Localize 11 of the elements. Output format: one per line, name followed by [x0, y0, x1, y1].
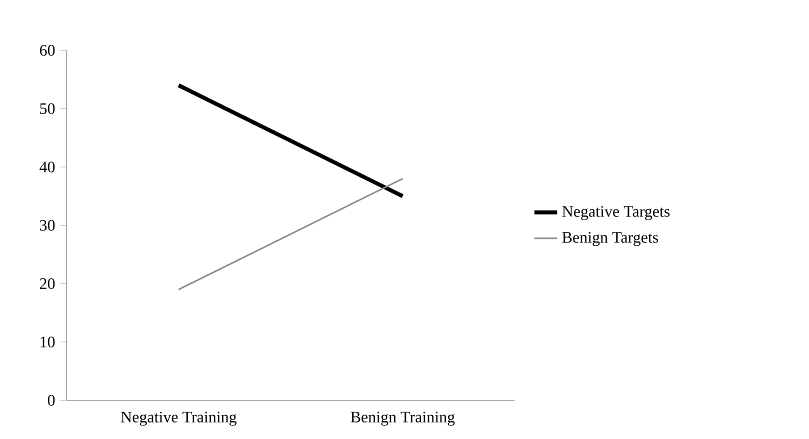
y-tick-label: 20	[40, 278, 55, 290]
legend-label: Benign Targets	[562, 232, 658, 246]
x-tick-label: Benign Training	[350, 412, 455, 426]
y-tick-label: 0	[48, 394, 55, 406]
y-tick-label: 10	[40, 336, 55, 348]
y-tick-label: 40	[40, 162, 55, 172]
y-tick-label: 30	[40, 220, 55, 231]
y-tick-label: 60	[40, 44, 55, 56]
y-tick-label: 50	[40, 103, 55, 114]
legend-label: Negative Targets	[562, 206, 670, 220]
x-tick-label: Negative Training	[120, 412, 237, 426]
